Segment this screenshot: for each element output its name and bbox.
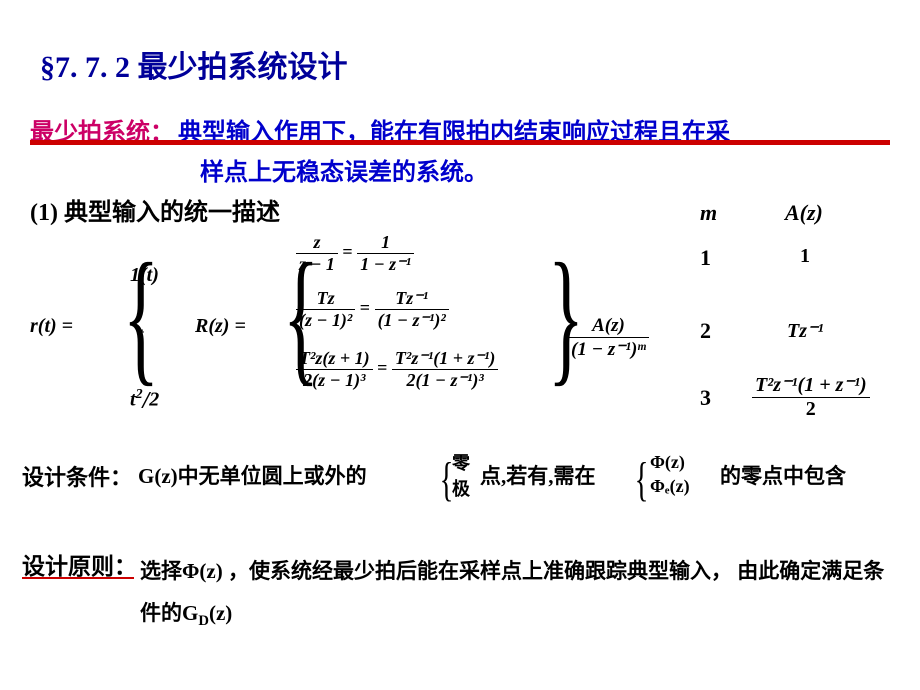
az-value-2: Tz⁻¹ (787, 318, 824, 343)
table-header-m: m (700, 200, 717, 226)
rz-row3: T²z(z + 1)2(z − 1)³ = T²z⁻¹(1 + z⁻¹)2(1 … (296, 348, 498, 391)
table-header-az: A(z) (785, 200, 823, 226)
m-value-3: 3 (700, 385, 711, 411)
m-value-1: 1 (700, 245, 711, 271)
pole-text: 极 (452, 476, 470, 502)
rt-case3: t2/2 (130, 365, 159, 430)
az-value-3: T²z⁻¹(1 + z⁻¹)2 (752, 372, 870, 421)
m-value-2: 2 (700, 318, 711, 344)
subtitle-line2: 样点上无稳态误差的系统。 (200, 152, 488, 187)
rt-equals: r(t) = (30, 315, 73, 338)
section1-heading: (1) 典型输入的统一描述 (30, 192, 280, 227)
phi-block: Φ(z) Φₑ(z) (650, 450, 690, 498)
rz-row2: Tz(z − 1)² = Tz⁻¹(1 − z⁻¹)² (296, 288, 498, 348)
phi-e-z: Φₑ(z) (650, 474, 690, 498)
phi-z: Φ(z) (650, 450, 690, 474)
rt-case2: t (138, 305, 159, 365)
red-underline (30, 140, 890, 145)
rt-case1: 1(t) (130, 245, 159, 305)
brace-icon: { (635, 452, 649, 507)
zero-text: 零 (452, 450, 470, 476)
design-condition-text3: 的零点中包含 (720, 460, 846, 490)
zero-pole-block: 零 极 (452, 450, 470, 502)
rt-cases: 1(t) t t2/2 (130, 245, 159, 430)
section-title: §7. 7. 2 最少拍系统设计 (40, 42, 348, 86)
design-principle-label: 设计原则： (22, 547, 137, 581)
rz-row1: zz − 1 = 11 − z⁻¹ (296, 232, 498, 288)
rz-cases: zz − 1 = 11 − z⁻¹ Tz(z − 1)² = Tz⁻¹(1 − … (296, 232, 498, 391)
design-principle-text: 选择Φ(z) ，使系统经最少拍后能在采样点上准确跟踪典型输入， 由此确定满足条件… (140, 550, 900, 642)
az-fraction: A(z)(1 − z⁻¹)ᵐ (568, 315, 649, 361)
design-condition-text2: 点,若有,需在 (480, 460, 596, 490)
design-condition-label: 设计条件： (22, 460, 132, 492)
design-condition-text1: G(z)中无单位圆上或外的 (138, 460, 367, 490)
rz-equals: R(z) = (195, 315, 246, 338)
az-value-1: 1 (800, 245, 810, 268)
red-underline-icon (22, 577, 134, 579)
